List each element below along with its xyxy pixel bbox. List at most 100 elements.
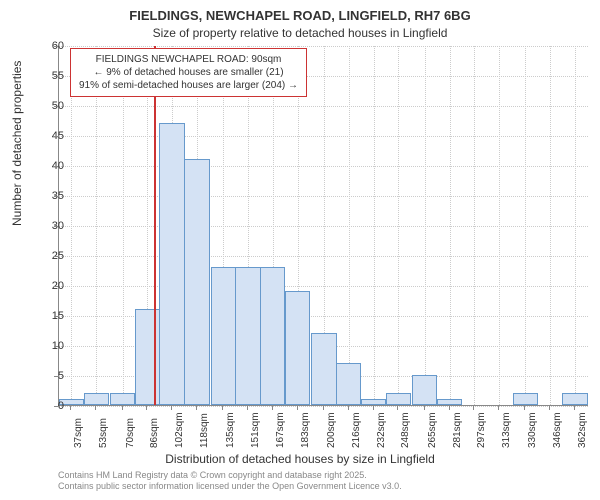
ytick-mark xyxy=(54,256,58,257)
ytick-mark xyxy=(54,136,58,137)
xtick-mark xyxy=(449,406,450,410)
ytick-mark xyxy=(54,166,58,167)
xtick-label: 37sqm xyxy=(73,418,84,448)
x-axis-label: Distribution of detached houses by size … xyxy=(0,452,600,466)
xtick-mark xyxy=(524,406,525,410)
ytick-mark xyxy=(54,406,58,407)
xtick-label: 167sqm xyxy=(275,412,286,448)
ytick-mark xyxy=(54,106,58,107)
ytick-mark xyxy=(54,46,58,47)
histogram-bar xyxy=(184,159,209,405)
chart-subtitle: Size of property relative to detached ho… xyxy=(0,26,600,40)
ytick-label: 0 xyxy=(58,400,64,412)
annotation-line1: FIELDINGS NEWCHAPEL ROAD: 90sqm xyxy=(79,53,298,66)
xtick-label: 265sqm xyxy=(427,412,438,448)
xtick-mark xyxy=(397,406,398,410)
annotation-line3: 91% of semi-detached houses are larger (… xyxy=(79,79,298,92)
xtick-mark xyxy=(473,406,474,410)
xtick-mark xyxy=(146,406,147,410)
xtick-mark xyxy=(348,406,349,410)
grid-line-v xyxy=(349,46,350,405)
xtick-mark xyxy=(95,406,96,410)
histogram-bar xyxy=(412,375,437,405)
xtick-label: 183sqm xyxy=(300,412,311,448)
histogram-bar xyxy=(159,123,184,405)
grid-line-v xyxy=(123,46,124,405)
histogram-bar xyxy=(211,267,236,405)
footer-attribution: Contains HM Land Registry data © Crown c… xyxy=(58,470,402,492)
grid-line-v xyxy=(525,46,526,405)
xtick-mark xyxy=(272,406,273,410)
xtick-mark xyxy=(196,406,197,410)
xtick-mark xyxy=(373,406,374,410)
xtick-label: 118sqm xyxy=(199,413,210,448)
histogram-bar xyxy=(84,393,109,405)
grid-line-v xyxy=(550,46,551,405)
xtick-mark xyxy=(424,406,425,410)
ytick-mark xyxy=(54,376,58,377)
xtick-label: 232sqm xyxy=(376,412,387,448)
xtick-label: 135sqm xyxy=(225,412,236,448)
xtick-mark xyxy=(323,406,324,410)
xtick-label: 53sqm xyxy=(98,418,109,448)
grid-line-v xyxy=(450,46,451,405)
histogram-bar xyxy=(235,267,260,405)
y-axis-label: Number of detached properties xyxy=(10,61,24,226)
ytick-mark xyxy=(54,196,58,197)
annotation-box: FIELDINGS NEWCHAPEL ROAD: 90sqm ← 9% of … xyxy=(70,48,307,97)
histogram-bar xyxy=(285,291,310,405)
ytick-mark xyxy=(54,76,58,77)
xtick-mark xyxy=(171,406,172,410)
xtick-label: 151sqm xyxy=(250,412,261,448)
annotation-line2: ← 9% of detached houses are smaller (21) xyxy=(79,66,298,79)
xtick-label: 281sqm xyxy=(452,412,463,448)
xtick-label: 362sqm xyxy=(577,412,588,448)
xtick-mark xyxy=(222,406,223,410)
chart-title: FIELDINGS, NEWCHAPEL ROAD, LINGFIELD, RH… xyxy=(0,8,600,23)
xtick-label: 200sqm xyxy=(326,412,337,448)
grid-line-v xyxy=(575,46,576,405)
xtick-label: 216sqm xyxy=(351,412,362,448)
xtick-mark xyxy=(549,406,550,410)
xtick-mark xyxy=(122,406,123,410)
grid-line-v xyxy=(499,46,500,405)
histogram-bar xyxy=(437,399,462,405)
xtick-mark xyxy=(498,406,499,410)
xtick-label: 330sqm xyxy=(527,412,538,448)
grid-line-v xyxy=(398,46,399,405)
ytick-mark xyxy=(54,226,58,227)
ytick-label: 5 xyxy=(58,370,64,382)
histogram-bar xyxy=(336,363,361,405)
ytick-mark xyxy=(54,316,58,317)
grid-line-v xyxy=(96,46,97,405)
grid-line-v xyxy=(71,46,72,405)
histogram-bar xyxy=(562,393,587,405)
grid-line-v xyxy=(374,46,375,405)
xtick-label: 297sqm xyxy=(476,412,487,448)
histogram-bar xyxy=(135,309,160,405)
xtick-label: 313sqm xyxy=(501,412,512,448)
histogram-bar xyxy=(386,393,411,405)
chart-container: FIELDINGS, NEWCHAPEL ROAD, LINGFIELD, RH… xyxy=(0,0,600,500)
histogram-bar xyxy=(110,393,135,405)
xtick-mark xyxy=(574,406,575,410)
footer-line1: Contains HM Land Registry data © Crown c… xyxy=(58,470,402,481)
xtick-label: 70sqm xyxy=(125,418,136,448)
marker-line xyxy=(154,46,156,405)
xtick-mark xyxy=(247,406,248,410)
xtick-label: 86sqm xyxy=(149,418,160,448)
footer-line2: Contains public sector information licen… xyxy=(58,481,402,492)
grid-line-v xyxy=(425,46,426,405)
histogram-bar xyxy=(260,267,285,405)
xtick-mark xyxy=(297,406,298,410)
histogram-bar xyxy=(361,399,386,405)
grid-line-v xyxy=(474,46,475,405)
xtick-label: 102sqm xyxy=(174,412,185,448)
xtick-mark xyxy=(70,406,71,410)
xtick-label: 248sqm xyxy=(400,412,411,448)
plot-area xyxy=(58,46,588,406)
ytick-mark xyxy=(54,346,58,347)
xtick-label: 346sqm xyxy=(552,412,563,448)
histogram-bar xyxy=(311,333,336,405)
histogram-bar xyxy=(513,393,538,405)
